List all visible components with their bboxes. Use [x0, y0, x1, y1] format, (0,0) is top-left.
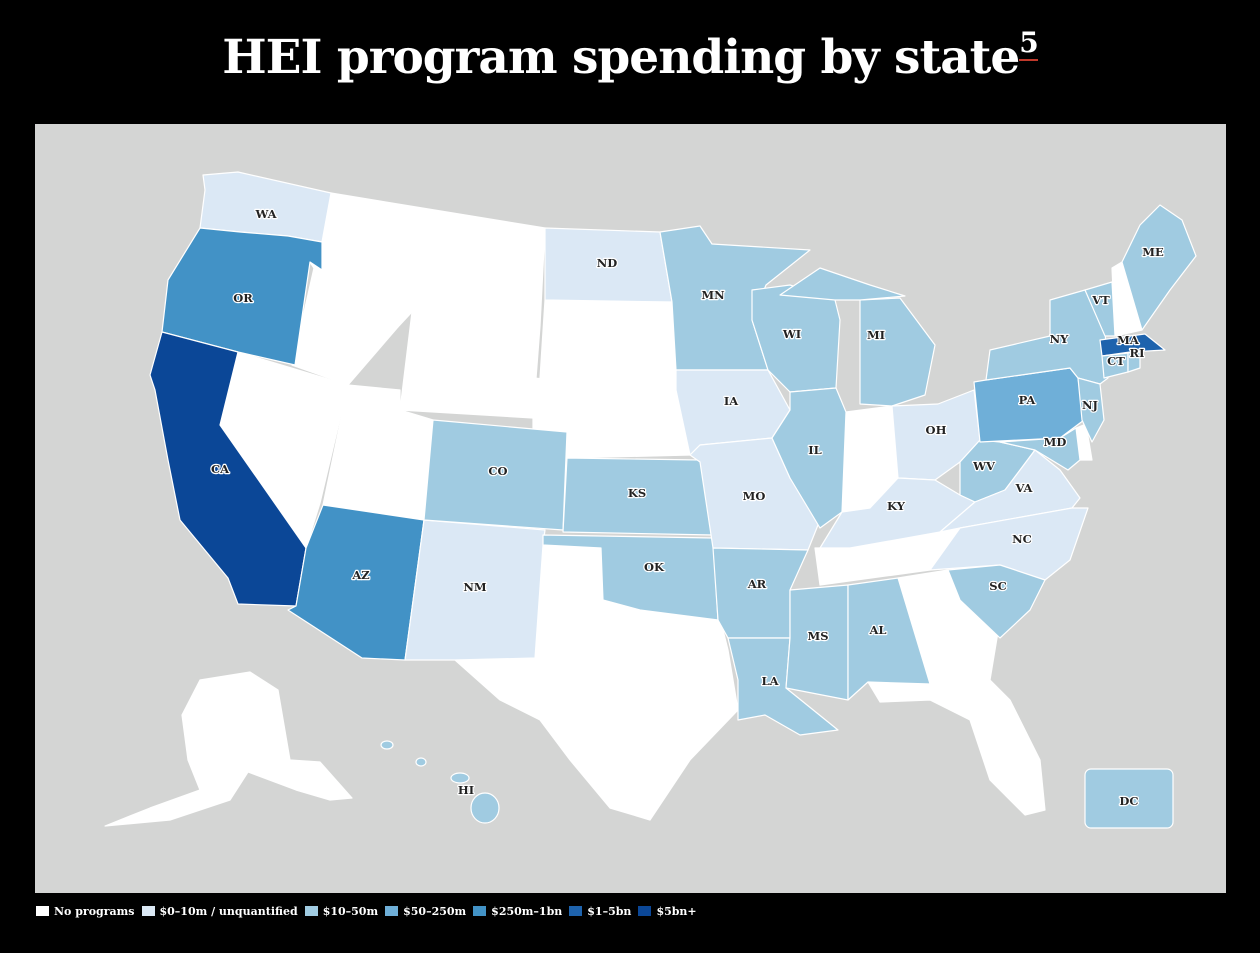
state-shape-FL[interactable] — [867, 679, 1046, 816]
state-shape-SD[interactable] — [539, 299, 677, 391]
legend: No programs $0–10m / unquantified $10–50m $… — [36, 903, 704, 919]
state-label-NC: NC — [1012, 532, 1032, 546]
title-text: HEI program spending by state — [222, 30, 1020, 85]
state-shape-MI[interactable] — [859, 297, 936, 407]
state-label-WA: WA — [254, 207, 277, 221]
legend-item: $10–50m — [304, 904, 379, 918]
state-label-HI: HI — [458, 783, 474, 797]
legend-item: $0–10m / unquantified — [141, 904, 298, 918]
state-shape-RI[interactable] — [1127, 351, 1141, 373]
hi-island-maui[interactable] — [450, 772, 470, 784]
state-shape-OR[interactable] — [161, 227, 323, 366]
state-label-NJ: NJ — [1082, 398, 1098, 412]
state-label-MI: MI — [867, 328, 885, 342]
us-map: WA OR CA AZ NM CO ND MN IA KS OK MO AR LA WI IL MI MS AL OH… — [35, 124, 1226, 893]
state-label-MS: MS — [807, 629, 828, 643]
state-shape-ME[interactable] — [1121, 204, 1197, 331]
state-shape-NY[interactable] — [985, 289, 1109, 385]
legend-swatch — [304, 906, 318, 916]
legend-swatch — [569, 906, 583, 916]
state-shape-DC[interactable] — [1084, 768, 1174, 829]
state-shape-SC[interactable] — [947, 564, 1046, 639]
legend-label: $250m–1bn — [491, 904, 563, 918]
legend-item: $250m–1bn — [473, 905, 562, 918]
state-label-IL: IL — [808, 443, 821, 457]
legend-label: $0–10m / unquantified — [159, 904, 298, 918]
legend-swatch — [385, 906, 399, 916]
map-title: HEI program spending by state5 — [0, 26, 1260, 85]
state-shape-MA[interactable] — [1099, 333, 1166, 357]
legend-item: No programs — [36, 905, 135, 918]
hi-island-oahu[interactable] — [415, 757, 427, 767]
state-label-WI: WI — [782, 327, 801, 341]
state-label-AR: AR — [747, 577, 767, 591]
state-label-AZ: AZ — [351, 568, 369, 582]
state-shape-NM[interactable] — [404, 519, 546, 661]
legend-label: $1–5bn — [587, 904, 632, 918]
state-label-CT: CT — [1107, 354, 1125, 368]
legend-label: No programs — [54, 904, 135, 918]
state-label-PA: PA — [1019, 393, 1037, 407]
state-label-ND: ND — [597, 256, 618, 270]
state-label-MO: MO — [743, 489, 766, 503]
state-label-KY: KY — [887, 499, 906, 513]
state-label-CO: CO — [488, 464, 507, 478]
state-label-CA: CA — [211, 462, 230, 476]
legend-swatch — [36, 906, 49, 916]
legend-label: $5bn+ — [656, 904, 697, 918]
legend-swatch — [473, 906, 487, 916]
state-shape-VT[interactable] — [1084, 281, 1116, 337]
state-shape-WY[interactable] — [399, 311, 541, 419]
state-label-SC: SC — [989, 579, 1006, 593]
title-footnote[interactable]: 5 — [1019, 26, 1039, 62]
hi-island-kauai[interactable] — [380, 740, 394, 750]
state-shape-IL[interactable] — [771, 387, 847, 529]
state-label-MD: MD — [1044, 435, 1067, 449]
state-label-KS: KS — [628, 486, 646, 500]
state-label-VA: VA — [1015, 481, 1034, 495]
state-label-NY: NY — [1050, 332, 1070, 346]
state-label-NM: NM — [463, 580, 487, 594]
legend-swatch — [141, 906, 155, 916]
state-shape-AK[interactable] — [104, 671, 353, 827]
state-label-ME: ME — [1142, 245, 1164, 259]
state-shape-MI-up[interactable] — [779, 267, 906, 301]
legend-item: $1–5bn — [569, 905, 631, 918]
state-shape-NJ[interactable] — [1077, 377, 1105, 443]
state-label-AL: AL — [868, 623, 886, 637]
us-map-svg: WA OR CA AZ NM CO ND MN IA KS OK MO AR LA WI IL MI MS AL OH… — [35, 124, 1226, 893]
state-label-WV: WV — [972, 459, 996, 473]
legend-item: $5bn+ — [638, 904, 697, 918]
legend-item: $50–250m — [385, 905, 466, 918]
state-shape-AL[interactable] — [847, 577, 931, 701]
state-label-LA: LA — [761, 674, 779, 688]
state-labels: WA OR CA AZ NM CO ND MN IA KS OK MO AR LA WI IL MI MS AL OH… — [210, 206, 1165, 809]
legend-label: $10–50m — [322, 904, 379, 918]
state-label-OH: OH — [926, 423, 947, 437]
state-shape-CA[interactable] — [149, 331, 307, 607]
state-label-VT: VT — [1091, 293, 1110, 307]
state-shape-HI[interactable] — [380, 740, 500, 824]
state-label-MA: MA — [1117, 333, 1140, 347]
state-shape-MS[interactable] — [785, 584, 849, 701]
legend-swatch — [638, 906, 652, 916]
state-label-OR: OR — [233, 291, 253, 305]
state-label-IA: IA — [724, 394, 739, 408]
legend-label: $50–250m — [403, 904, 467, 918]
state-shape-MD[interactable] — [999, 427, 1081, 471]
state-label-RI: RI — [1130, 346, 1145, 360]
hi-island-hawaii[interactable] — [470, 792, 500, 824]
state-label-MN: MN — [701, 288, 725, 302]
state-label-OK: OK — [644, 560, 665, 574]
state-label-DC: DC — [1119, 794, 1138, 808]
